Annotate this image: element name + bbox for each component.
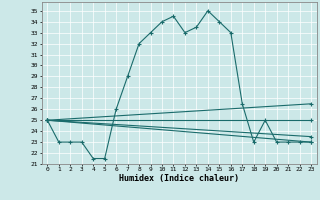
X-axis label: Humidex (Indice chaleur): Humidex (Indice chaleur) xyxy=(119,174,239,183)
